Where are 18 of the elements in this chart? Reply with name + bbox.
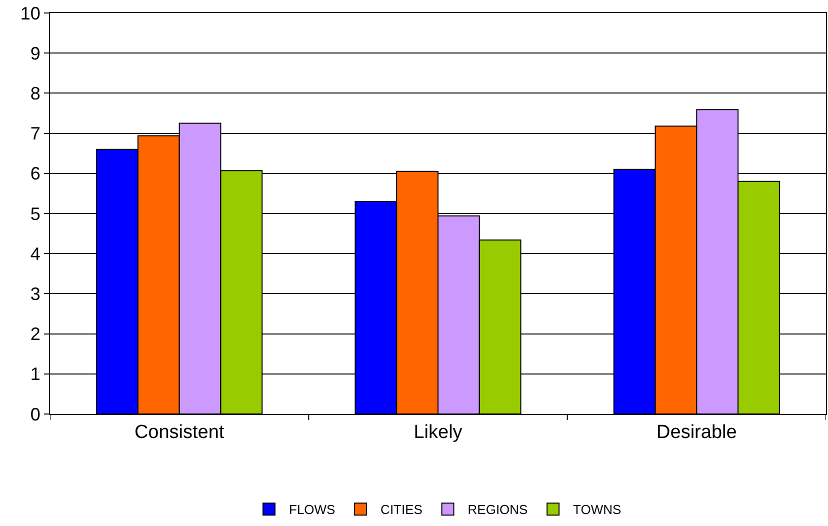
y-tick-label: 6 [30, 164, 40, 184]
y-tick-label: 9 [30, 43, 40, 64]
y-tick-label: 8 [30, 84, 40, 104]
y-tick-label: 10 [20, 3, 40, 24]
legend-label: CITIES [380, 502, 423, 518]
y-tick-label: 5 [30, 204, 40, 224]
x-tick-label: Desirable [656, 422, 737, 443]
legend-label: REGIONS [468, 502, 528, 518]
y-tick-label: 0 [30, 404, 40, 424]
legend-label: TOWNS [573, 502, 622, 518]
legend-label: FLOWS [289, 502, 336, 518]
y-tick-label: 3 [30, 284, 40, 304]
y-tick-label: 1 [30, 364, 40, 384]
x-tick-label: Likely [414, 422, 463, 443]
y-tick-label: 4 [30, 244, 40, 264]
y-tick-label: 2 [30, 324, 40, 344]
x-tick-label: Consistent [134, 422, 225, 443]
y-tick-label: 7 [30, 124, 40, 144]
